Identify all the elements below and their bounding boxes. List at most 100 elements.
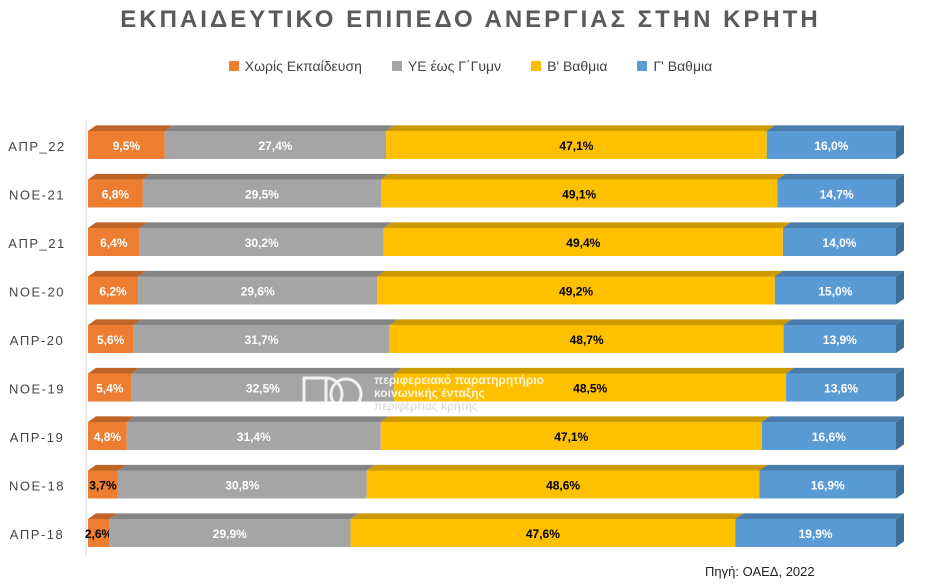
bar-segment (88, 470, 118, 499)
bar-segment (139, 228, 384, 256)
bar-segment-top (394, 367, 795, 374)
bar-segment (164, 131, 387, 159)
data-label: 29,6% (241, 285, 275, 299)
legend-item: Γ' Βαθμια (637, 58, 712, 74)
chart-legend: Χωρίς Εκπαίδευση ΥΕ έως Γ΄Γυμν Β' Βαθμια Γ'… (0, 58, 941, 74)
watermark-logo: περιφερειακό παρατηρητήριο κοινωνικής έν… (302, 374, 544, 413)
bar-segment (766, 131, 896, 159)
bar-segment-top (386, 125, 775, 131)
bar-segment-top (761, 416, 904, 422)
bar-segment-top (777, 173, 904, 180)
bar-segment-top (88, 416, 135, 422)
source-note: Πηγή: ΟΑΕΔ, 2022 (705, 564, 815, 579)
bar-segment-top (109, 513, 359, 519)
legend-label: Χωρίς Εκπαίδευση (244, 58, 362, 74)
bar-segment (389, 325, 784, 353)
data-label: 5,4% (96, 382, 124, 396)
bar-segment (394, 373, 787, 402)
data-label: 29,5% (245, 188, 279, 202)
data-label: 2,6% (85, 527, 113, 541)
bar-segment (142, 179, 382, 208)
bar-segment-top (766, 125, 904, 131)
data-label: 49,2% (559, 285, 593, 299)
bar-segment (782, 228, 896, 256)
bar-segment-top (735, 513, 904, 519)
data-label: 19,9% (799, 527, 833, 541)
bar-segment-top (383, 222, 791, 228)
legend-swatch (391, 61, 402, 71)
bar-segment (88, 519, 110, 547)
bar-segment-side (896, 513, 904, 547)
data-label: 6,8% (102, 188, 130, 202)
data-label: 32,5% (246, 382, 280, 396)
bar-segment-top (88, 222, 148, 228)
bar-segment (777, 179, 896, 208)
bar-segment (133, 325, 390, 353)
data-label: 31,4% (237, 430, 271, 444)
bar-segment (88, 422, 127, 450)
bar-segment-side (896, 464, 904, 499)
data-label: 47,1% (554, 430, 588, 444)
category-label: ΑΠΡ-20 (10, 333, 65, 348)
data-label: 6,2% (99, 285, 127, 299)
logo-icon (302, 376, 363, 411)
category-label: ΝΟΕ-21 (9, 188, 65, 203)
legend-item: ΥΕ έως Γ΄Γυμν (391, 58, 502, 74)
bar-segment-top (783, 319, 904, 325)
legend-label: ΥΕ έως Γ΄Γυμν (407, 58, 502, 74)
data-label: 16,9% (811, 479, 845, 493)
bar-segment-top (88, 173, 151, 180)
bar-segment (88, 325, 134, 353)
category-label: ΝΟΕ-19 (9, 382, 65, 397)
bar-segment-top (88, 125, 173, 131)
bar-segment-top (366, 464, 768, 471)
bar-segment (735, 519, 896, 547)
data-label: 31,7% (244, 333, 278, 347)
data-label: 27,4% (258, 139, 292, 153)
data-label: 48,6% (546, 479, 580, 493)
legend-swatch (637, 61, 648, 71)
data-label: 16,6% (812, 430, 846, 444)
category-label: ΝΟΕ-20 (9, 285, 65, 300)
legend-swatch (228, 61, 239, 71)
bar-segment (383, 228, 783, 256)
bar-segment-top (88, 464, 126, 471)
data-label: 49,4% (566, 236, 600, 250)
bar-segment (88, 373, 132, 402)
data-label: 4,8% (94, 430, 122, 444)
data-label: 47,1% (559, 139, 593, 153)
bar-segment-side (896, 367, 904, 402)
category-label: ΑΠΡ-18 (10, 527, 65, 542)
bar-segment (761, 422, 896, 450)
bar-segment-top (759, 464, 904, 471)
bar-segment-top (88, 319, 142, 325)
bar-segment-top (88, 367, 140, 374)
bar-segment-top (164, 125, 395, 131)
data-label: 48,7% (570, 333, 604, 347)
legend-label: Β' Βαθμια (547, 58, 608, 74)
bar-segment-top (131, 367, 403, 374)
bar-segment (126, 422, 381, 450)
bar-segment-top (126, 416, 389, 422)
bar-segment (774, 276, 896, 305)
data-label: 13,6% (824, 382, 858, 396)
bar-segment (117, 470, 367, 499)
bar-segment (786, 373, 896, 402)
bar-segment (377, 276, 775, 305)
data-label: 14,7% (820, 188, 854, 202)
bar-segment (783, 325, 896, 353)
bar-segment-top (782, 222, 904, 228)
bar-segment (88, 276, 139, 305)
data-label: 47,6% (526, 527, 560, 541)
category-label: ΝΟΕ-18 (9, 479, 65, 494)
bar-segment-side (896, 125, 904, 159)
bar-segment (350, 519, 736, 547)
bar-segment-top (774, 270, 904, 277)
bar-segment-top (389, 319, 792, 325)
data-label: 9,5% (113, 139, 141, 153)
category-label: ΑΠΡ_21 (8, 236, 65, 251)
data-label: 6,4% (100, 236, 128, 250)
bar-segment-top (350, 513, 744, 519)
bar-segment-top (380, 416, 770, 422)
data-label: 30,2% (245, 236, 279, 250)
